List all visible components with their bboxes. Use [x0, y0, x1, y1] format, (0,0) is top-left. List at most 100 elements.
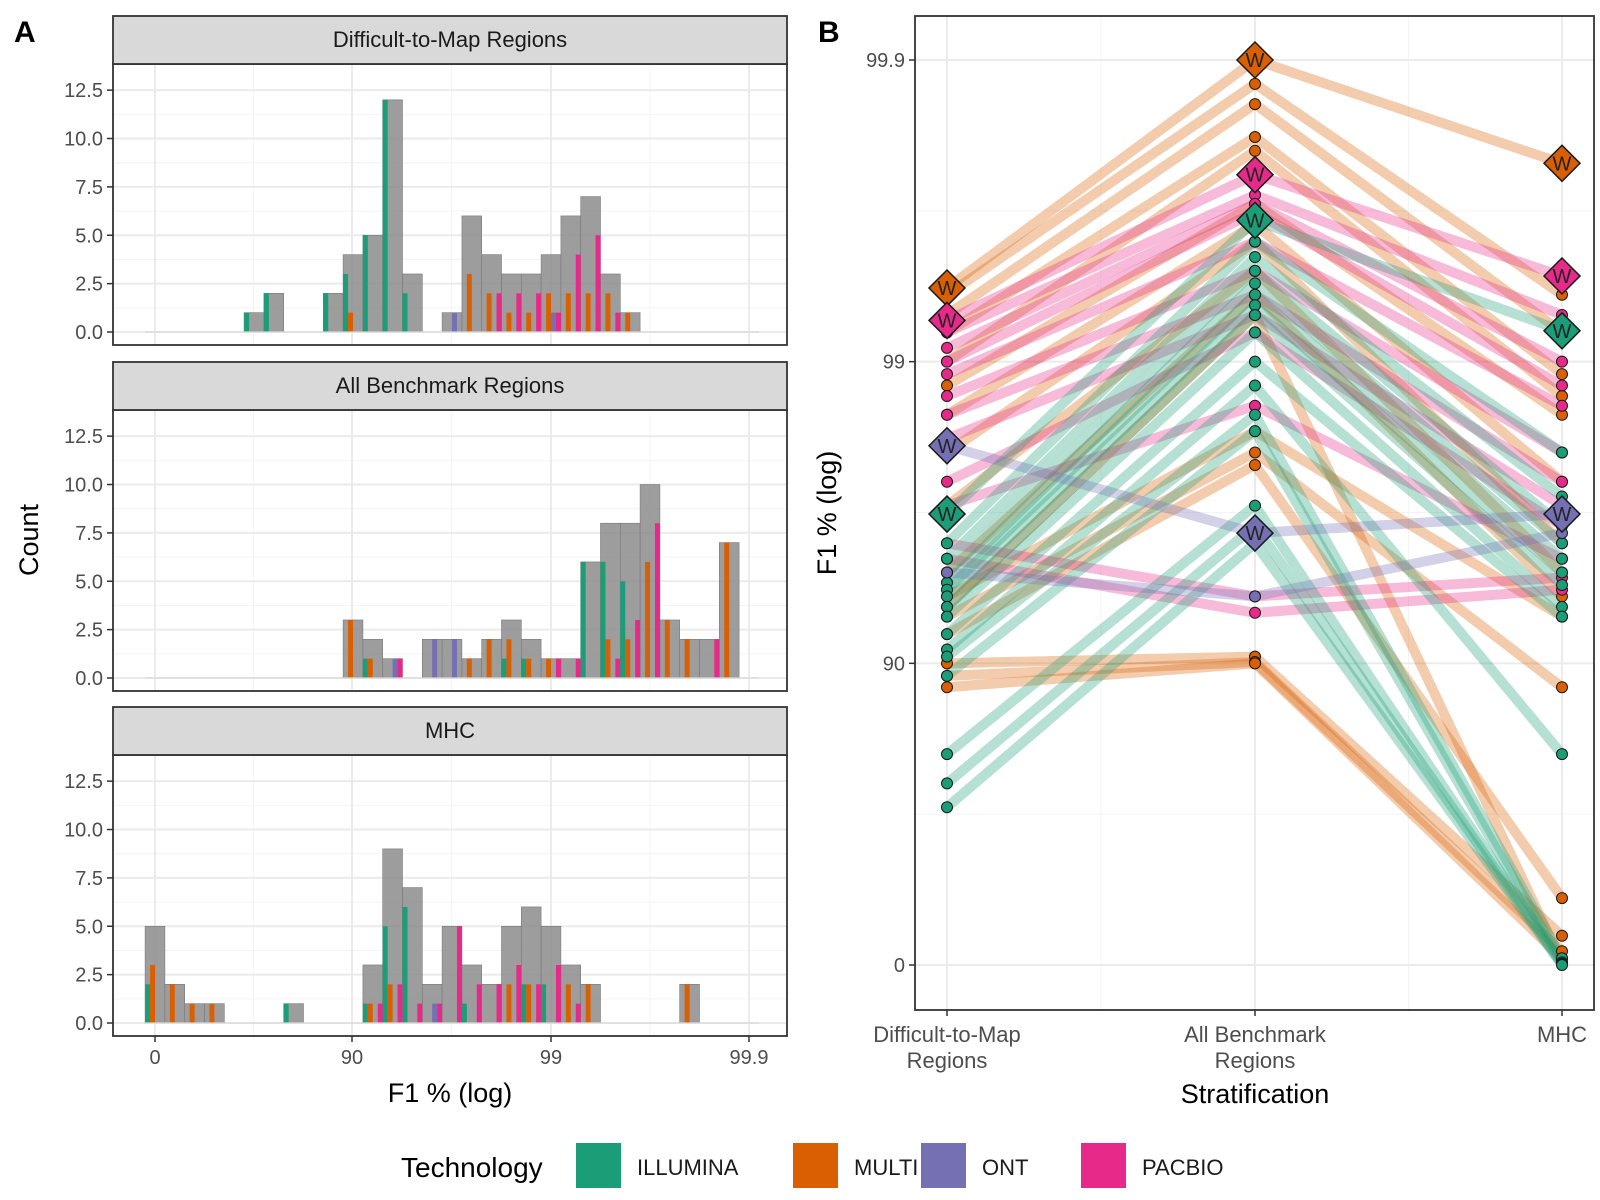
data-point: [1249, 264, 1261, 277]
histogram-total-bar: [184, 1003, 205, 1024]
data-point: [941, 341, 953, 354]
winner-marker-label: W: [1553, 321, 1572, 343]
legend-swatch: [1081, 1143, 1126, 1188]
winner-marker-label: W: [1553, 266, 1572, 288]
histogram-tech-bar: [209, 1003, 215, 1023]
histogram-tech-bar: [595, 235, 601, 332]
histogram-tech-bar: [585, 984, 591, 1023]
histogram-tech-bar: [575, 658, 581, 678]
y-tick-label: 10.0: [64, 475, 103, 497]
histogram-tech-bar: [546, 658, 551, 678]
histogram-total-bar: [421, 639, 443, 679]
data-point: [941, 777, 953, 790]
x-tick-label: MHC: [1537, 1022, 1587, 1047]
y-tick-label: 0.0: [75, 322, 103, 344]
data-point: [1249, 379, 1261, 392]
x-tick-label: 0: [149, 1047, 160, 1069]
histogram-tech-bar: [169, 984, 175, 1023]
y-tick-label: 5.0: [75, 571, 103, 593]
data-point: [1556, 446, 1568, 459]
histogram-tech-bar: [452, 639, 457, 678]
panel-a: 0.0 2.5 5.0 7.5 10.0 12.5 Difficult-to-Map Reg…: [14, 15, 788, 1108]
x-axis-title: F1 % (log): [388, 1078, 513, 1108]
histogram-tech-bar: [536, 984, 542, 1023]
histogram-tech-bar: [615, 658, 621, 678]
data-point: [1249, 446, 1261, 459]
histogram-tech-bar: [516, 293, 522, 332]
data-point: [941, 552, 953, 565]
winner-marker-label: W: [1553, 153, 1572, 175]
legend-label: ILLUMINA: [637, 1155, 739, 1180]
histogram-tech-bar: [348, 312, 353, 332]
data-point: [1249, 606, 1261, 619]
x-tick-label: 99: [540, 1047, 562, 1069]
histogram-tech-bar: [575, 1003, 581, 1023]
winner-marker: [1235, 40, 1275, 80]
winner-marker: [1235, 201, 1275, 240]
histogram-tech-bar: [367, 1003, 373, 1023]
y-tick-label: 10.0: [64, 820, 103, 842]
legend-swatch: [921, 1143, 966, 1188]
histogram-tech-bar: [724, 542, 730, 678]
data-point: [1556, 552, 1568, 565]
winner-marker: [1235, 155, 1275, 194]
y-tick-label: 2.5: [75, 965, 103, 987]
winner-marker: [927, 426, 967, 465]
histogram-tech-bar: [461, 1003, 467, 1023]
y-tick-label: 90: [883, 653, 905, 675]
winner-marker-label: W: [1246, 50, 1265, 72]
winner-marker: [1542, 144, 1582, 183]
x-axis-title: Stratification: [1181, 1079, 1330, 1109]
histogram-tech-bar: [417, 1003, 423, 1023]
x-tick-label: All Benchmark Regions: [1184, 1022, 1327, 1073]
data-point: [1556, 566, 1568, 579]
data-point: [941, 669, 953, 682]
histogram-tech-bar: [605, 639, 611, 678]
data-point: [941, 390, 953, 403]
data-point: [1556, 579, 1568, 592]
histogram-tech-bar: [432, 639, 438, 678]
data-point: [941, 628, 953, 641]
winner-marker-label: W: [938, 504, 957, 526]
histogram-tech-bar: [551, 312, 556, 332]
histogram-tech-bar: [506, 984, 512, 1023]
histogram-tech-bar: [506, 639, 512, 678]
winner-marker: [1542, 256, 1582, 296]
histogram-tech-bar: [466, 273, 472, 332]
histogram-tech-bar: [575, 254, 581, 332]
facet-panel: 0.0 2.5 5.0 7.5 10.0 12.5 All Benchmark Region…: [64, 361, 788, 692]
histogram-tech-bar: [362, 658, 368, 678]
histogram-tech-bar: [263, 293, 269, 332]
histogram-tech-bar: [362, 1003, 368, 1023]
histogram-tech-bar: [526, 658, 532, 678]
histogram-tech-bar: [501, 658, 507, 678]
y-tick-label: 12.5: [64, 771, 103, 793]
data-point: [1249, 590, 1261, 603]
histogram-tech-bar: [283, 1003, 289, 1023]
winner-marker: [927, 301, 967, 340]
histogram-tech-bar: [382, 926, 388, 1023]
histogram-tech-bar: [684, 984, 690, 1023]
data-point: [941, 590, 953, 603]
histogram-total-bar: [659, 619, 681, 679]
data-point: [1556, 368, 1568, 381]
histogram-tech-bar: [150, 964, 155, 1023]
data-point: [1556, 475, 1568, 488]
histogram-tech-bar: [367, 658, 373, 678]
winner-marker-label: W: [1246, 523, 1265, 545]
y-tick-label: 2.5: [75, 274, 103, 296]
histogram-tech-bar: [496, 984, 502, 1023]
winner-marker-label: W: [1246, 165, 1265, 187]
facet-title: All Benchmark Regions: [336, 373, 565, 398]
data-point: [941, 475, 953, 488]
histogram-tech-bar: [343, 273, 349, 332]
data-point: [941, 610, 953, 623]
histogram-tech-bar: [244, 312, 250, 332]
histogram-tech-bar: [452, 312, 457, 332]
data-point: [941, 537, 953, 550]
histogram-tech-bar: [546, 293, 551, 332]
histogram-tech-bar: [432, 1003, 438, 1023]
data-point: [1249, 251, 1261, 264]
data-point: [1249, 288, 1261, 301]
